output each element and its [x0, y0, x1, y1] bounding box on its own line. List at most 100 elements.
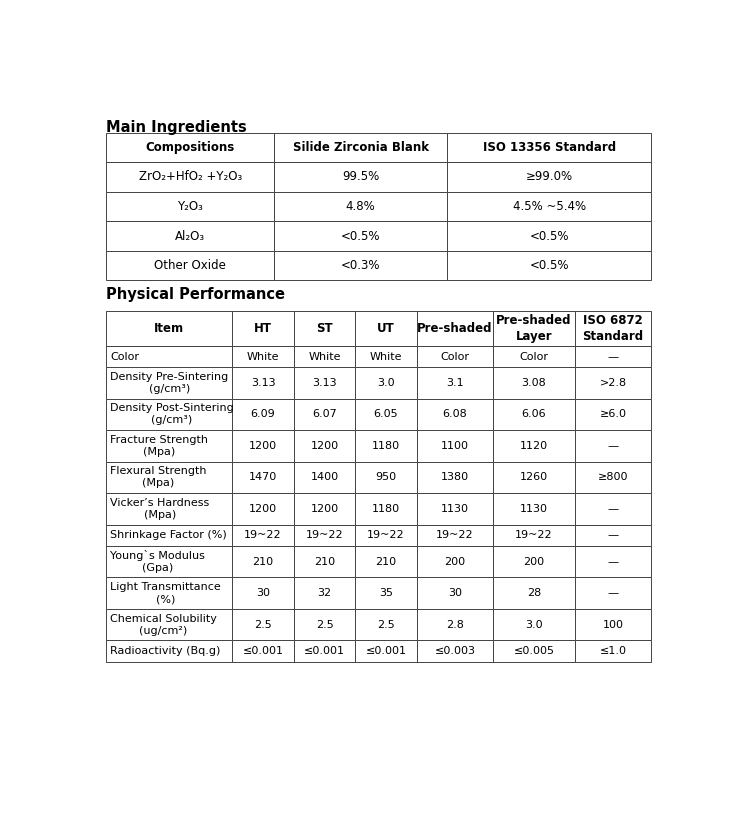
Text: 6.08: 6.08	[443, 409, 468, 419]
Text: Pre-shaded: Pre-shaded	[418, 322, 493, 335]
Text: 3.13: 3.13	[251, 378, 276, 388]
Bar	[447, 132, 651, 163]
Bar	[355, 578, 417, 609]
Text: Color: Color	[110, 351, 139, 362]
Text: —: —	[607, 441, 619, 451]
Bar	[494, 546, 575, 578]
Text: White: White	[247, 351, 279, 362]
Text: White: White	[308, 351, 341, 362]
Bar	[106, 399, 232, 431]
Text: 210: 210	[253, 556, 273, 567]
Text: Young`s Modulus
(Gpa): Young`s Modulus (Gpa)	[110, 550, 205, 574]
Text: —: —	[607, 351, 619, 362]
Text: 200: 200	[445, 556, 466, 567]
Bar	[417, 346, 494, 368]
Bar	[294, 431, 355, 462]
Text: Other Oxide: Other Oxide	[154, 259, 226, 272]
Bar	[417, 525, 494, 546]
Text: Y₂O₃: Y₂O₃	[177, 200, 203, 213]
Text: 200: 200	[523, 556, 545, 567]
Bar	[232, 399, 294, 431]
Bar	[417, 399, 494, 431]
Bar	[494, 431, 575, 462]
Bar	[294, 641, 355, 662]
Bar	[494, 609, 575, 641]
Bar	[575, 462, 651, 493]
Bar	[294, 462, 355, 493]
Bar	[294, 310, 355, 346]
Bar	[494, 368, 575, 399]
Text: 30: 30	[448, 588, 462, 598]
Text: 1120: 1120	[520, 441, 548, 451]
Bar	[494, 578, 575, 609]
Text: 3.13: 3.13	[313, 378, 337, 388]
Text: —: —	[607, 504, 619, 514]
Text: —: —	[607, 556, 619, 567]
Text: Physical Performance: Physical Performance	[106, 287, 285, 301]
Bar	[232, 368, 294, 399]
Text: 1380: 1380	[441, 472, 469, 482]
Bar	[106, 578, 232, 609]
Text: 210: 210	[314, 556, 335, 567]
Text: <0.5%: <0.5%	[529, 230, 569, 243]
Text: 2.5: 2.5	[377, 619, 395, 630]
Bar	[294, 578, 355, 609]
Text: ≥800: ≥800	[598, 472, 628, 482]
Text: 1130: 1130	[441, 504, 469, 514]
Text: 19~22: 19~22	[436, 530, 474, 540]
Bar	[494, 310, 575, 346]
Bar	[232, 641, 294, 662]
Bar	[106, 221, 274, 251]
Text: 6.05: 6.05	[374, 409, 398, 419]
Text: 6.07: 6.07	[312, 409, 337, 419]
Text: Silide Zirconia Blank: Silide Zirconia Blank	[293, 141, 429, 154]
Text: Compositions: Compositions	[146, 141, 235, 154]
Bar	[294, 368, 355, 399]
Bar	[575, 641, 651, 662]
Text: Shrinkage Factor (%): Shrinkage Factor (%)	[110, 530, 227, 540]
Text: ISO 13356 Standard: ISO 13356 Standard	[483, 141, 616, 154]
Bar	[447, 163, 651, 192]
Text: <0.5%: <0.5%	[529, 259, 569, 272]
Text: 3.1: 3.1	[446, 378, 464, 388]
Bar	[417, 462, 494, 493]
Bar	[106, 462, 232, 493]
Text: ≤0.005: ≤0.005	[514, 646, 554, 656]
Text: Item: Item	[154, 322, 184, 335]
Bar	[575, 609, 651, 641]
Bar	[106, 132, 274, 163]
Text: 28: 28	[527, 588, 541, 598]
Text: 950: 950	[375, 472, 397, 482]
Text: Light Transmittance
(%): Light Transmittance (%)	[110, 583, 221, 604]
Bar	[355, 609, 417, 641]
Text: 1130: 1130	[520, 504, 548, 514]
Text: Al₂O₃: Al₂O₃	[175, 230, 205, 243]
Bar	[106, 493, 232, 525]
Bar	[274, 192, 447, 221]
Bar	[294, 546, 355, 578]
Bar	[106, 310, 232, 346]
Bar	[494, 493, 575, 525]
Bar	[447, 192, 651, 221]
Bar	[106, 431, 232, 462]
Text: UT: UT	[377, 322, 395, 335]
Bar	[294, 346, 355, 368]
Text: 210: 210	[375, 556, 397, 567]
Bar	[294, 399, 355, 431]
Bar	[274, 163, 447, 192]
Bar	[106, 346, 232, 368]
Text: 19~22: 19~22	[515, 530, 553, 540]
Text: 1400: 1400	[310, 472, 338, 482]
Text: <0.5%: <0.5%	[341, 230, 381, 243]
Bar	[106, 163, 274, 192]
Bar	[417, 609, 494, 641]
Text: 1200: 1200	[310, 504, 338, 514]
Bar	[274, 251, 447, 280]
Bar	[355, 399, 417, 431]
Text: Density Pre-Sintering
(g/cm³): Density Pre-Sintering (g/cm³)	[110, 372, 228, 394]
Text: Chemical Solubility
(ug/cm²): Chemical Solubility (ug/cm²)	[110, 614, 217, 636]
Text: HT: HT	[254, 322, 272, 335]
Bar	[355, 368, 417, 399]
Text: >2.8: >2.8	[599, 378, 627, 388]
Text: Color: Color	[440, 351, 469, 362]
